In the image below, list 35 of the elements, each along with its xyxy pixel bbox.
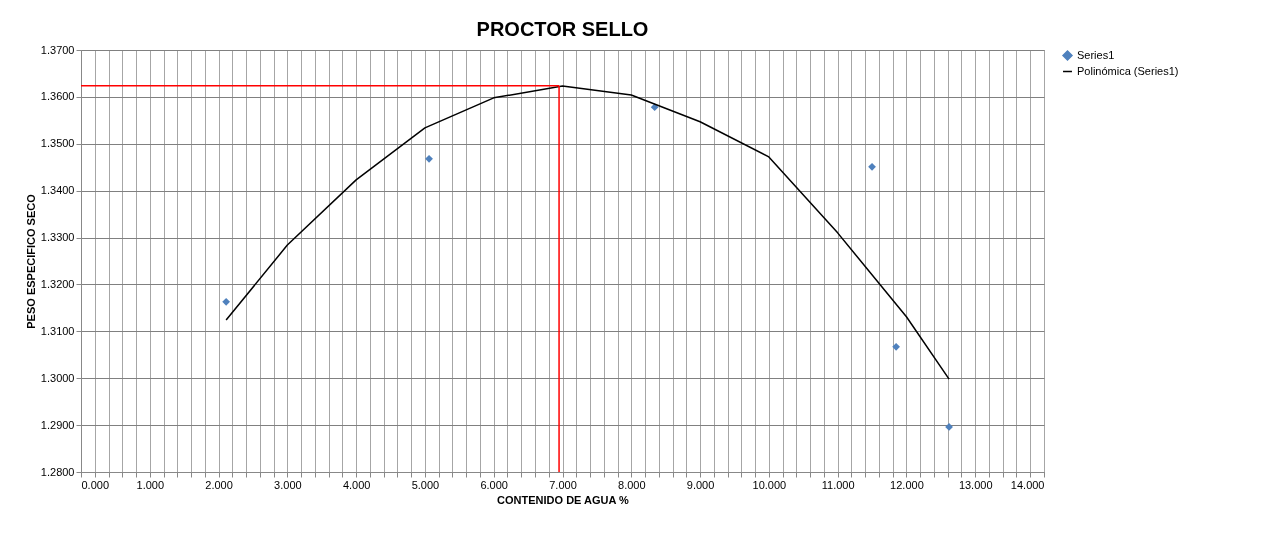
x-tick-label: 13.000 xyxy=(958,478,993,491)
point xyxy=(868,162,876,171)
y-tick-label: 1.3700 xyxy=(40,43,75,56)
y-tick-label: 1.3500 xyxy=(40,137,75,150)
y-tick-label: 1.3600 xyxy=(40,90,75,103)
x-tick-label: 2.000 xyxy=(205,478,233,491)
y-tick-label: 1.3000 xyxy=(40,371,75,384)
y-axis-title: PESO ESPECIFICO SECO xyxy=(24,193,37,329)
point xyxy=(892,342,900,351)
legend-label: Polinómica (Series1) xyxy=(1077,64,1179,77)
x-tick-label: 6.000 xyxy=(480,478,508,491)
y-tick-label: 1.3300 xyxy=(40,231,75,244)
y-tick-label: 1.3200 xyxy=(40,277,75,290)
x-axis-title: CONTENIDO DE AGUA % xyxy=(497,493,630,506)
y-tick-label: 1.3400 xyxy=(40,184,75,197)
y-tick-label: 1.3100 xyxy=(40,324,75,337)
y-tick-label: 1.2900 xyxy=(40,418,75,431)
x-tick-label: 4.000 xyxy=(342,478,371,491)
x-tick-label: 9.000 xyxy=(686,478,715,491)
x-tick-label: 1.000 xyxy=(136,478,165,491)
point xyxy=(425,154,433,163)
line-series xyxy=(225,85,950,380)
x-tick-label: 10.000 xyxy=(752,478,787,491)
chart-title: PROCTOR SELLO xyxy=(476,18,649,40)
point xyxy=(222,297,231,306)
x-tick-label: 5.000 xyxy=(411,478,440,491)
x-tick-label: 7.000 xyxy=(549,478,577,491)
y-tick-label: 1.2800 xyxy=(40,465,75,478)
x-tick-label: 0.000 xyxy=(81,478,110,491)
x-tick-label: 3.000 xyxy=(274,478,302,491)
x-tick-label: 8.000 xyxy=(618,478,646,491)
x-tick-label: 14.000 xyxy=(1010,478,1045,491)
x-tick-label: 11.000 xyxy=(821,478,855,491)
x-tick-label: 12.000 xyxy=(890,478,924,491)
legend-label: Series1 xyxy=(1077,48,1115,61)
